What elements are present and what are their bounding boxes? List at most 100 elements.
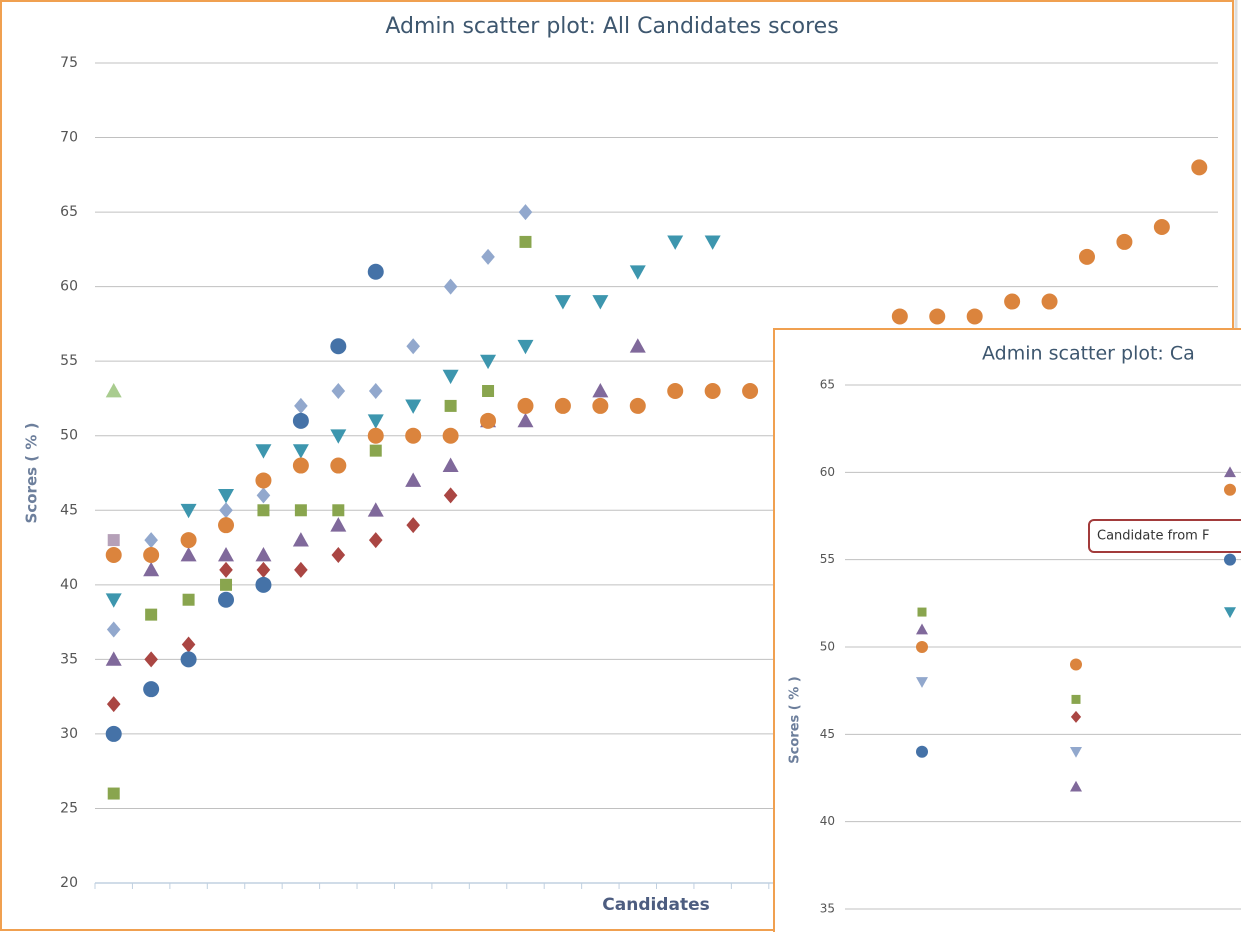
point bbox=[592, 383, 609, 398]
point bbox=[629, 265, 646, 280]
point bbox=[916, 677, 928, 688]
point bbox=[331, 547, 346, 563]
point bbox=[331, 383, 346, 399]
point bbox=[405, 472, 422, 487]
point bbox=[518, 204, 533, 221]
point bbox=[916, 623, 928, 635]
point bbox=[629, 397, 646, 414]
chart-title: Admin scatter plot: All Candidates score… bbox=[385, 14, 838, 39]
point bbox=[592, 397, 609, 414]
point bbox=[704, 383, 721, 399]
point bbox=[292, 412, 309, 429]
point bbox=[406, 517, 420, 534]
y-tick-label: 40 bbox=[60, 577, 78, 593]
point bbox=[704, 235, 721, 250]
point bbox=[106, 696, 121, 713]
point bbox=[219, 561, 233, 578]
point bbox=[294, 504, 307, 517]
point bbox=[667, 383, 684, 399]
point bbox=[180, 503, 197, 519]
point bbox=[1116, 233, 1133, 250]
point bbox=[144, 651, 158, 668]
point bbox=[219, 502, 233, 519]
point bbox=[255, 472, 272, 489]
point bbox=[257, 504, 270, 517]
point bbox=[519, 235, 532, 248]
y-tick-label: 65 bbox=[820, 378, 835, 392]
point bbox=[180, 651, 197, 668]
y-tick-label: 50 bbox=[820, 640, 835, 654]
point bbox=[330, 429, 347, 444]
tooltip bbox=[1088, 519, 1241, 553]
y-tick-label: 55 bbox=[820, 552, 835, 566]
point bbox=[255, 444, 272, 459]
point bbox=[218, 591, 235, 608]
y-tick-label: 60 bbox=[60, 279, 78, 295]
point bbox=[220, 578, 233, 591]
tooltip-text: Candidate from F bbox=[1097, 529, 1209, 544]
y-tick-label: 65 bbox=[60, 204, 78, 220]
point bbox=[592, 295, 609, 310]
point bbox=[629, 338, 646, 353]
y-axis-label: Scores ( % ) bbox=[788, 676, 803, 763]
point bbox=[218, 488, 235, 504]
point bbox=[332, 504, 345, 517]
point bbox=[218, 517, 235, 534]
point bbox=[292, 457, 309, 474]
point bbox=[1070, 780, 1082, 792]
point bbox=[368, 532, 383, 549]
y-tick-label: 60 bbox=[820, 465, 835, 479]
point bbox=[916, 641, 928, 653]
point bbox=[105, 725, 122, 742]
y-tick-label: 45 bbox=[820, 727, 835, 741]
point bbox=[255, 576, 272, 593]
point bbox=[292, 444, 309, 459]
point bbox=[105, 383, 122, 398]
point bbox=[330, 517, 347, 532]
y-tick-label: 35 bbox=[820, 902, 835, 916]
point bbox=[144, 532, 158, 549]
point bbox=[1224, 466, 1236, 478]
point bbox=[406, 338, 420, 355]
point bbox=[916, 745, 928, 758]
point bbox=[442, 369, 459, 385]
point bbox=[481, 248, 495, 265]
y-tick-label: 50 bbox=[60, 428, 78, 444]
point bbox=[143, 561, 160, 577]
point bbox=[917, 607, 927, 617]
point bbox=[1041, 293, 1058, 310]
point bbox=[929, 308, 946, 325]
point bbox=[105, 593, 122, 608]
point bbox=[218, 547, 235, 562]
y-tick-label: 70 bbox=[60, 130, 78, 146]
point bbox=[443, 487, 458, 504]
point bbox=[180, 532, 197, 549]
point bbox=[891, 308, 908, 325]
point bbox=[517, 412, 534, 428]
point bbox=[143, 681, 160, 698]
point bbox=[369, 444, 382, 457]
point bbox=[517, 397, 534, 414]
point bbox=[405, 399, 422, 414]
point bbox=[1070, 747, 1082, 758]
point bbox=[966, 308, 983, 325]
point bbox=[1078, 248, 1095, 265]
y-tick-label: 20 bbox=[60, 875, 78, 891]
point bbox=[1224, 483, 1236, 496]
point bbox=[143, 547, 160, 563]
point bbox=[182, 593, 195, 606]
point bbox=[256, 487, 271, 504]
point bbox=[105, 547, 122, 563]
point bbox=[294, 561, 308, 578]
point bbox=[180, 547, 197, 562]
point bbox=[1224, 607, 1236, 619]
y-tick-label: 25 bbox=[60, 800, 78, 816]
y-tick-label: 55 bbox=[60, 353, 78, 369]
point bbox=[1191, 159, 1208, 176]
point bbox=[405, 427, 422, 444]
y-axis-label: Scores ( % ) bbox=[23, 423, 41, 524]
inset-chart: Admin scatter plot: Ca 35 40 45 50 55 60 65 Scor… bbox=[773, 328, 1241, 932]
point bbox=[1070, 658, 1082, 671]
y-tick-label: 40 bbox=[820, 814, 835, 828]
